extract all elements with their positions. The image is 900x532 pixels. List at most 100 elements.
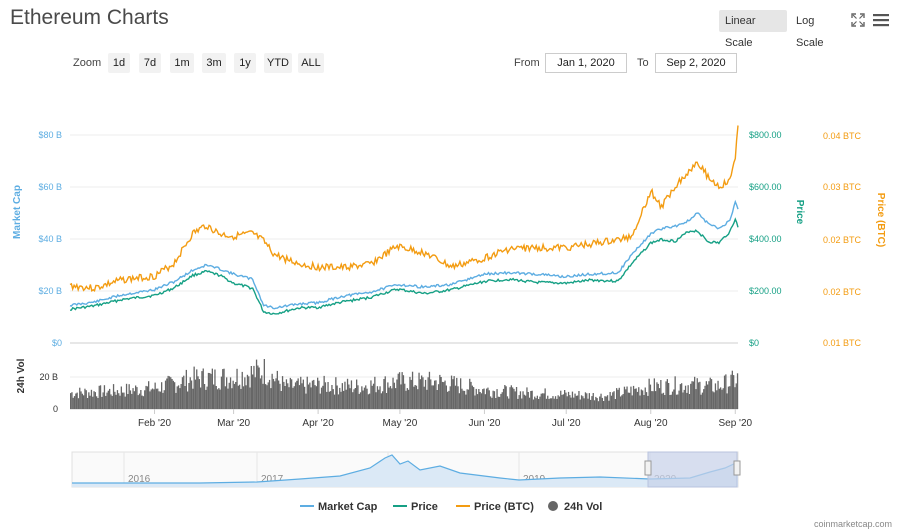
volume-bar: [210, 373, 212, 409]
volume-bar: [439, 374, 441, 409]
volume-bar: [479, 392, 481, 409]
volume-bar: [118, 393, 120, 409]
volume-bar: [151, 388, 154, 409]
zoom-7d-button[interactable]: 7d: [139, 53, 161, 73]
volume-bar: [177, 385, 180, 409]
market-cap-tick-label: $60 B: [38, 182, 62, 192]
volume-bar: [384, 376, 386, 409]
volume-bar: [376, 386, 379, 409]
volume-bar: [333, 394, 336, 409]
volume-bar: [357, 385, 359, 409]
volume-tick-label: 20 B: [39, 372, 58, 382]
volume-bar: [385, 393, 388, 409]
volume-bar: [712, 391, 714, 409]
log-scale-button[interactable]: Log Scale: [796, 15, 824, 49]
linear-scale-button[interactable]: Linear Scale: [719, 10, 787, 49]
volume-bar: [345, 389, 347, 409]
volume-bar: [158, 391, 160, 409]
volume-bar: [266, 385, 268, 409]
volume-bar: [387, 382, 389, 409]
volume-bar: [190, 380, 193, 409]
volume-bar: [466, 389, 468, 409]
volume-bar: [505, 386, 507, 409]
volume-bar: [353, 389, 355, 409]
volume-bar: [262, 383, 264, 409]
volume-bar: [471, 385, 473, 409]
volume-bar: [608, 400, 610, 409]
volume-bar: [76, 392, 78, 409]
volume-bar: [228, 382, 230, 409]
volume-bar: [115, 394, 117, 409]
volume-bar: [413, 386, 415, 409]
x-tick-label: Sep '20: [718, 418, 752, 429]
volume-bar: [103, 385, 106, 409]
volume-bar: [453, 376, 455, 409]
volume-bar: [198, 379, 200, 409]
volume-bar: [634, 388, 636, 409]
navigator-handle-right[interactable]: [733, 460, 741, 476]
volume-bar: [196, 369, 198, 409]
from-date-input[interactable]: Jan 1, 2020: [545, 53, 627, 73]
volume-bar: [252, 374, 254, 409]
legend-label: Price: [411, 501, 438, 513]
volume-bar: [189, 377, 191, 409]
volume-bar: [246, 374, 249, 409]
volume-bar: [235, 382, 237, 409]
volume-bar: [523, 394, 525, 409]
to-label: To: [637, 57, 649, 69]
volume-bar: [460, 378, 462, 409]
volume-bar: [88, 392, 90, 409]
volume-bar: [705, 381, 707, 409]
volume-bar: [701, 392, 704, 409]
volume-bar: [300, 376, 302, 409]
volume-bar: [668, 383, 670, 409]
volume-bar: [616, 388, 618, 409]
legend-item[interactable]: Price (BTC): [456, 501, 534, 513]
to-date-input[interactable]: Sep 2, 2020: [655, 53, 737, 73]
volume-bar: [665, 381, 667, 409]
volume-bar: [94, 392, 96, 409]
volume-bar: [499, 396, 501, 409]
volume-bar: [233, 383, 236, 409]
volume-bar: [560, 390, 562, 409]
volume-bar: [141, 395, 143, 409]
zoom-1y-button[interactable]: 1y: [234, 53, 256, 73]
zoom-3m-button[interactable]: 3m: [202, 53, 226, 73]
volume-bar: [288, 387, 290, 409]
volume-bar: [226, 377, 228, 409]
navigator-handle-left[interactable]: [644, 460, 652, 476]
volume-bar: [700, 394, 702, 409]
zoom-1d-button[interactable]: 1d: [108, 53, 130, 73]
hamburger-menu-icon[interactable]: [873, 13, 889, 27]
volume-bar: [396, 379, 398, 409]
zoom-all-button[interactable]: ALL: [298, 53, 324, 73]
price-btc-tick-label: 0.02 BTC: [823, 287, 862, 297]
zoom-1m-button[interactable]: 1m: [170, 53, 194, 73]
navigator-selection[interactable]: [647, 451, 738, 488]
volume-bar: [618, 387, 620, 409]
volume-bar: [105, 395, 107, 409]
volume-bar: [341, 383, 343, 409]
volume-bar: [649, 384, 652, 409]
volume-bar: [440, 377, 442, 409]
volume-bar: [81, 393, 83, 409]
legend-item[interactable]: Price: [393, 501, 438, 513]
volume-bar: [336, 385, 338, 409]
volume-bar: [565, 392, 567, 409]
legend-item[interactable]: 24h Vol: [548, 501, 602, 513]
volume-bar: [352, 392, 354, 409]
volume-bar: [638, 387, 640, 409]
zoom-ytd-button[interactable]: YTD: [264, 53, 292, 73]
volume-bar: [404, 383, 406, 409]
volume-bar: [259, 378, 262, 409]
volume-bar: [93, 391, 95, 409]
volume-bar: [97, 398, 99, 409]
volume-bar: [255, 359, 258, 409]
volume-bar: [721, 389, 723, 409]
volume-bar: [149, 391, 151, 409]
volume-bar: [591, 396, 593, 409]
legend-item[interactable]: Market Cap: [300, 501, 378, 513]
fullscreen-icon[interactable]: [851, 13, 865, 27]
volume-bar: [540, 393, 542, 409]
